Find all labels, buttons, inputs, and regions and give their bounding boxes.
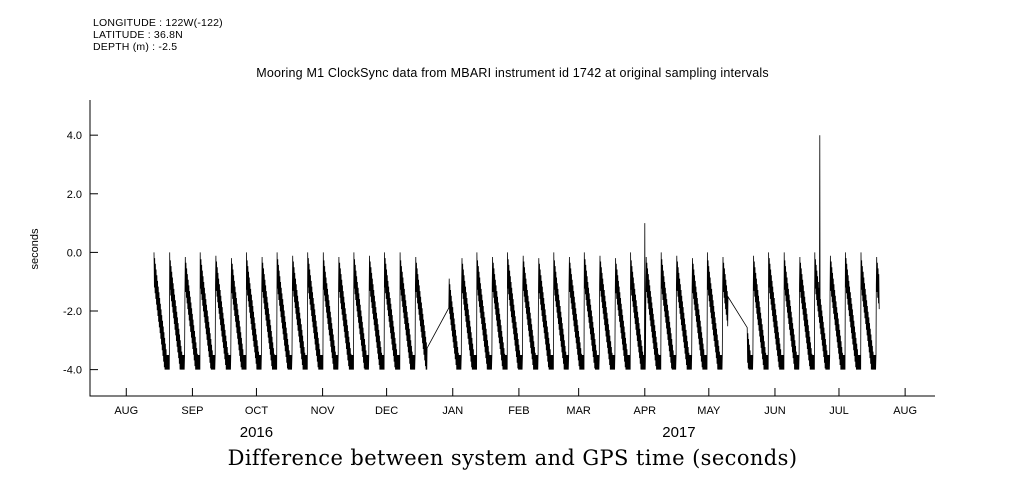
- longitude-label: LONGITUDE : 122W(-122): [93, 17, 223, 29]
- y-tick-label: 4.0: [67, 130, 82, 142]
- clock-drift-series: [153, 135, 880, 370]
- x-tick-label: OCT: [245, 405, 269, 417]
- y-axis-label: seconds: [29, 228, 41, 269]
- x-tick-label: AUG: [893, 405, 917, 417]
- x-tick-label: APR: [633, 405, 656, 417]
- x-tick-label: FEB: [508, 405, 529, 417]
- plot-title: Mooring M1 ClockSync data from MBARI ins…: [256, 66, 769, 80]
- year-label: 2016: [240, 424, 273, 441]
- depth-label: DEPTH (m) : -2.5: [93, 41, 178, 53]
- x-tick-label: AUG: [114, 405, 138, 417]
- x-tick-label: JUL: [829, 405, 849, 417]
- x-tick-label: SEP: [181, 405, 203, 417]
- latitude-label: LATITUDE : 36.8N: [93, 29, 183, 41]
- x-tick-label: DEC: [375, 405, 398, 417]
- x-tick-label: MAR: [566, 405, 591, 417]
- x-tick-label: JAN: [442, 405, 463, 417]
- x-tick-label: NOV: [311, 405, 336, 417]
- y-tick-label: 2.0: [67, 189, 82, 201]
- station-metadata: LONGITUDE : 122W(-122) LATITUDE : 36.8N …: [93, 17, 223, 53]
- y-tick-label: 0.0: [67, 247, 82, 259]
- year-label: 2017: [662, 424, 695, 441]
- axes: [89, 100, 935, 397]
- y-tick-label: -4.0: [63, 365, 82, 377]
- chart-caption: Difference between system and GPS time (…: [227, 446, 798, 470]
- y-tick-label: -2.0: [63, 306, 82, 318]
- x-tick-label: JUN: [764, 405, 785, 417]
- x-tick-label: MAY: [697, 405, 721, 417]
